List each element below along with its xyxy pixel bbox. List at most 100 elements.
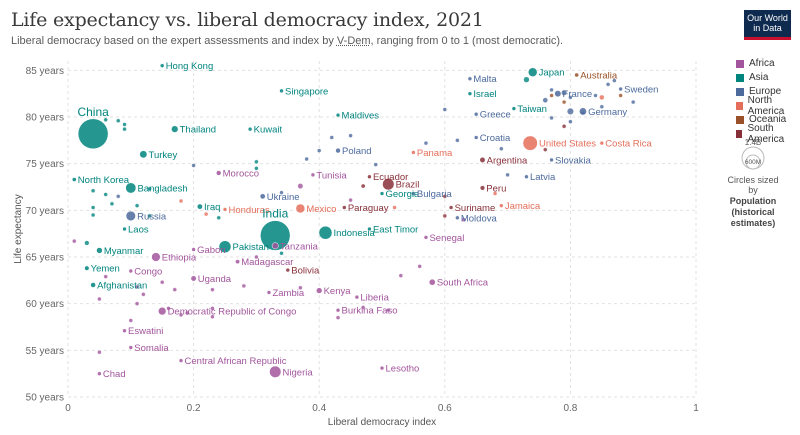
data-point[interactable] [549,93,554,98]
data-point[interactable] [259,193,266,200]
data-point[interactable] [298,285,303,290]
data-point[interactable] [382,178,395,191]
data-point[interactable] [134,301,140,306]
data-point[interactable] [423,140,429,146]
data-point[interactable] [172,287,177,292]
data-point[interactable] [295,203,306,214]
data-point[interactable] [593,93,598,98]
data-point[interactable] [599,140,605,146]
data-point[interactable] [442,194,447,199]
data-point[interactable] [279,88,284,94]
data-point[interactable] [218,240,232,254]
data-point[interactable] [348,133,353,138]
data-point[interactable] [166,306,171,311]
data-point[interactable] [599,104,604,109]
data-point[interactable] [618,86,623,92]
data-point[interactable] [103,192,108,197]
data-point[interactable] [128,318,134,323]
data-point[interactable] [549,87,554,93]
data-point[interactable] [316,287,323,294]
data-point[interactable] [329,135,334,140]
data-point[interactable] [122,126,127,132]
data-point[interactable] [631,99,636,105]
data-point[interactable] [125,210,136,221]
legend-item-africa[interactable]: Africa [736,57,800,70]
data-point[interactable] [269,365,282,378]
legend-item-asia[interactable]: Asia [736,71,800,84]
data-point[interactable] [549,115,554,121]
data-point[interactable] [116,118,121,123]
data-point[interactable] [254,254,259,260]
legend-item-oceania[interactable]: Oceania [736,113,800,126]
data-point[interactable] [524,174,529,179]
owid-logo[interactable]: Our World in Data [744,10,791,40]
data-point[interactable] [304,156,309,162]
data-point[interactable] [241,283,247,289]
data-point[interactable] [122,226,127,232]
data-point[interactable] [467,91,473,96]
data-point[interactable] [568,119,573,124]
vdem-link[interactable]: V-Dem [336,35,371,47]
data-point[interactable] [222,207,228,212]
data-point[interactable] [479,185,486,191]
data-point[interactable] [134,203,140,208]
legend-item-europe[interactable]: Europe [736,85,800,98]
data-point[interactable] [379,191,385,196]
data-point[interactable] [461,217,466,222]
data-point[interactable] [335,315,341,320]
data-point[interactable] [159,63,165,68]
data-point[interactable] [271,242,279,250]
data-point[interactable] [542,97,548,103]
data-point[interactable] [254,159,259,165]
data-point[interactable] [72,177,77,182]
data-point[interactable] [178,312,184,318]
data-point[interactable] [210,314,215,319]
data-point[interactable] [618,93,623,98]
data-point[interactable] [543,147,548,152]
data-point[interactable] [335,307,341,313]
data-point[interactable] [216,170,222,176]
data-point[interactable] [297,183,304,189]
data-point[interactable] [379,365,385,371]
data-point[interactable] [285,267,291,273]
data-point[interactable] [84,240,90,246]
data-point[interactable] [428,278,436,286]
data-point[interactable] [479,156,486,163]
data-point[interactable] [522,135,538,151]
data-point[interactable] [97,371,102,376]
data-point[interactable] [122,122,127,127]
data-point[interactable] [549,157,554,163]
data-point[interactable] [247,126,253,132]
data-point[interactable] [561,124,567,129]
data-point[interactable] [97,296,102,302]
data-point[interactable] [103,117,108,123]
data-point[interactable] [171,125,179,133]
data-point[interactable] [147,186,152,192]
data-point[interactable] [266,290,272,295]
legend-item-north-america[interactable]: North America [736,95,800,117]
data-point[interactable] [210,306,215,311]
data-point[interactable] [442,107,447,112]
data-point[interactable] [151,252,161,262]
data-point[interactable] [448,205,454,210]
data-point[interactable] [190,275,197,282]
data-point[interactable] [342,205,347,210]
legend-item-south-america[interactable]: South America [736,123,800,145]
data-point[interactable] [139,150,148,159]
data-point[interactable] [499,203,504,208]
data-point[interactable] [511,106,517,111]
data-point[interactable] [360,305,366,310]
data-point[interactable] [310,172,316,178]
data-point[interactable] [97,350,102,355]
data-point[interactable] [196,203,203,210]
data-point[interactable] [442,213,447,219]
data-point[interactable] [473,111,479,117]
data-point[interactable] [159,280,165,285]
data-point[interactable] [191,163,196,168]
data-point[interactable] [455,138,460,143]
data-point[interactable] [141,292,146,297]
data-point[interactable] [103,274,108,279]
data-point[interactable] [125,182,137,194]
data-point[interactable] [579,107,587,116]
data-point[interactable] [90,282,96,288]
